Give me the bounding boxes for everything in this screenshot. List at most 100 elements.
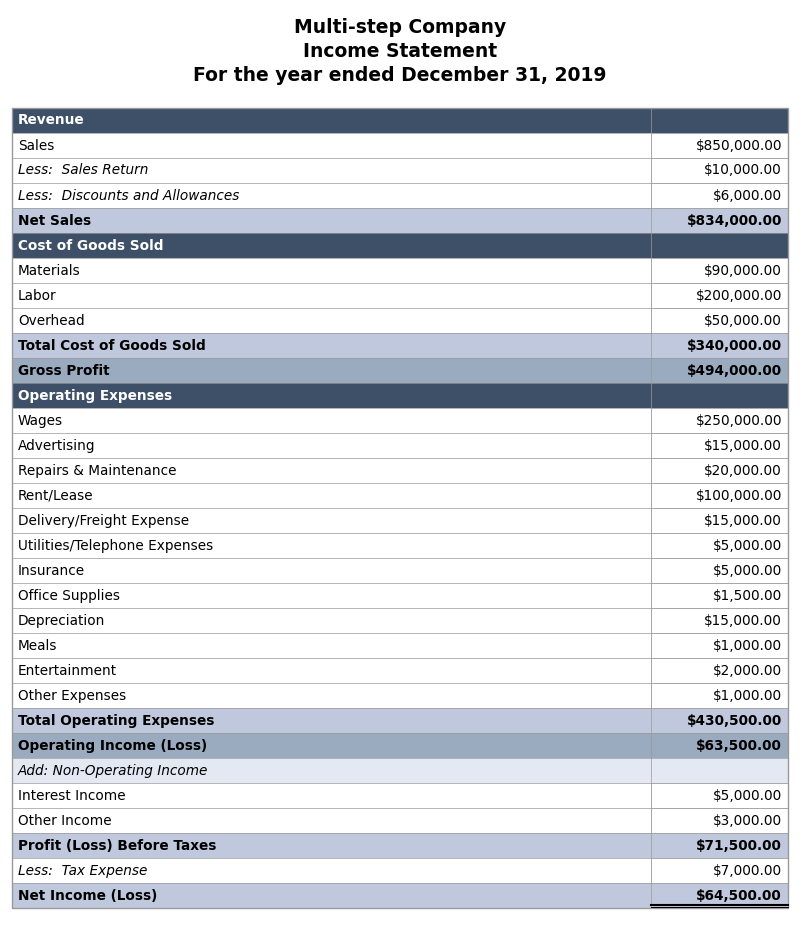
Text: $63,500.00: $63,500.00	[696, 738, 782, 752]
Text: Less:  Discounts and Allowances: Less: Discounts and Allowances	[18, 189, 239, 203]
Text: Sales: Sales	[18, 139, 54, 153]
Text: Rent/Lease: Rent/Lease	[18, 488, 94, 502]
Bar	[12, 433, 788, 458]
Bar	[12, 633, 788, 658]
Bar	[651, 633, 788, 658]
Bar	[12, 658, 788, 683]
Text: Add: Non-Operating Income: Add: Non-Operating Income	[18, 764, 208, 777]
Text: Overhead: Overhead	[18, 313, 85, 327]
Text: $1,500.00: $1,500.00	[713, 589, 782, 603]
Text: $7,000.00: $7,000.00	[713, 863, 782, 878]
Bar	[12, 508, 788, 533]
Text: $2,000.00: $2,000.00	[713, 663, 782, 677]
Text: Depreciation: Depreciation	[18, 614, 106, 628]
Bar	[12, 183, 788, 208]
Text: Less:  Tax Expense: Less: Tax Expense	[18, 863, 147, 878]
Bar	[12, 233, 788, 258]
Text: $15,000.00: $15,000.00	[704, 513, 782, 527]
Text: $5,000.00: $5,000.00	[713, 564, 782, 578]
Text: $90,000.00: $90,000.00	[704, 263, 782, 277]
Text: Labor: Labor	[18, 288, 57, 302]
Text: $5,000.00: $5,000.00	[713, 789, 782, 803]
Bar	[12, 858, 788, 883]
Text: Net Sales: Net Sales	[18, 214, 91, 228]
Text: Utilities/Telephone Expenses: Utilities/Telephone Expenses	[18, 538, 214, 552]
Text: $10,000.00: $10,000.00	[704, 164, 782, 178]
Bar	[651, 433, 788, 458]
Text: $71,500.00: $71,500.00	[696, 839, 782, 853]
Text: $250,000.00: $250,000.00	[695, 414, 782, 428]
Text: Insurance: Insurance	[18, 564, 85, 578]
Text: Gross Profit: Gross Profit	[18, 364, 110, 378]
Bar	[12, 833, 788, 858]
Text: For the year ended December 31, 2019: For the year ended December 31, 2019	[194, 66, 606, 85]
Text: Total Cost of Goods Sold: Total Cost of Goods Sold	[18, 339, 206, 352]
Bar	[12, 558, 788, 583]
Text: Other Income: Other Income	[18, 814, 112, 828]
Bar	[12, 683, 788, 708]
Text: Income Statement: Income Statement	[303, 42, 497, 61]
Text: $64,500.00: $64,500.00	[696, 888, 782, 902]
Text: $1,000.00: $1,000.00	[713, 639, 782, 653]
Text: Cost of Goods Sold: Cost of Goods Sold	[18, 238, 163, 253]
Bar	[12, 583, 788, 608]
Text: $494,000.00: $494,000.00	[687, 364, 782, 378]
Bar	[651, 858, 788, 883]
Text: $200,000.00: $200,000.00	[696, 288, 782, 302]
Bar	[651, 483, 788, 508]
Bar	[12, 358, 788, 383]
Text: Less:  Sales Return: Less: Sales Return	[18, 164, 148, 178]
Bar	[12, 458, 788, 483]
Text: Total Operating Expenses: Total Operating Expenses	[18, 713, 214, 727]
Bar	[651, 308, 788, 333]
Bar	[651, 283, 788, 308]
Bar	[12, 158, 788, 183]
Bar	[12, 608, 788, 633]
Text: $100,000.00: $100,000.00	[696, 488, 782, 502]
Bar	[12, 733, 788, 758]
Bar	[651, 508, 788, 533]
Bar	[651, 408, 788, 433]
Bar	[651, 183, 788, 208]
Bar	[651, 133, 788, 158]
Bar	[12, 258, 788, 283]
Bar	[651, 583, 788, 608]
Text: Office Supplies: Office Supplies	[18, 589, 120, 603]
Text: $3,000.00: $3,000.00	[713, 814, 782, 828]
Bar	[12, 483, 788, 508]
Bar	[651, 533, 788, 558]
Bar	[651, 458, 788, 483]
Text: $430,500.00: $430,500.00	[686, 713, 782, 727]
Bar	[12, 808, 788, 833]
Text: Net Income (Loss): Net Income (Loss)	[18, 888, 158, 902]
Text: Materials: Materials	[18, 263, 81, 277]
Text: Other Expenses: Other Expenses	[18, 688, 126, 702]
Text: Advertising: Advertising	[18, 439, 95, 453]
Text: Repairs & Maintenance: Repairs & Maintenance	[18, 463, 177, 477]
Bar	[12, 758, 788, 783]
Bar	[12, 208, 788, 233]
Bar	[651, 658, 788, 683]
Bar	[12, 383, 788, 408]
Bar	[12, 108, 788, 133]
Text: Operating Income (Loss): Operating Income (Loss)	[18, 738, 207, 752]
Bar	[12, 108, 788, 908]
Bar	[651, 808, 788, 833]
Bar	[12, 283, 788, 308]
Text: $50,000.00: $50,000.00	[704, 313, 782, 327]
Text: $340,000.00: $340,000.00	[687, 339, 782, 352]
Bar	[12, 708, 788, 733]
Text: Revenue: Revenue	[18, 113, 85, 127]
Text: $834,000.00: $834,000.00	[686, 214, 782, 228]
Text: Multi-step Company: Multi-step Company	[294, 18, 506, 37]
Text: Entertainment: Entertainment	[18, 663, 117, 677]
Text: $1,000.00: $1,000.00	[713, 688, 782, 702]
Text: Profit (Loss) Before Taxes: Profit (Loss) Before Taxes	[18, 839, 216, 853]
Bar	[651, 683, 788, 708]
Text: $850,000.00: $850,000.00	[695, 139, 782, 153]
Bar	[651, 608, 788, 633]
Text: $6,000.00: $6,000.00	[713, 189, 782, 203]
Text: $5,000.00: $5,000.00	[713, 538, 782, 552]
Text: $15,000.00: $15,000.00	[704, 439, 782, 453]
Text: Interest Income: Interest Income	[18, 789, 126, 803]
